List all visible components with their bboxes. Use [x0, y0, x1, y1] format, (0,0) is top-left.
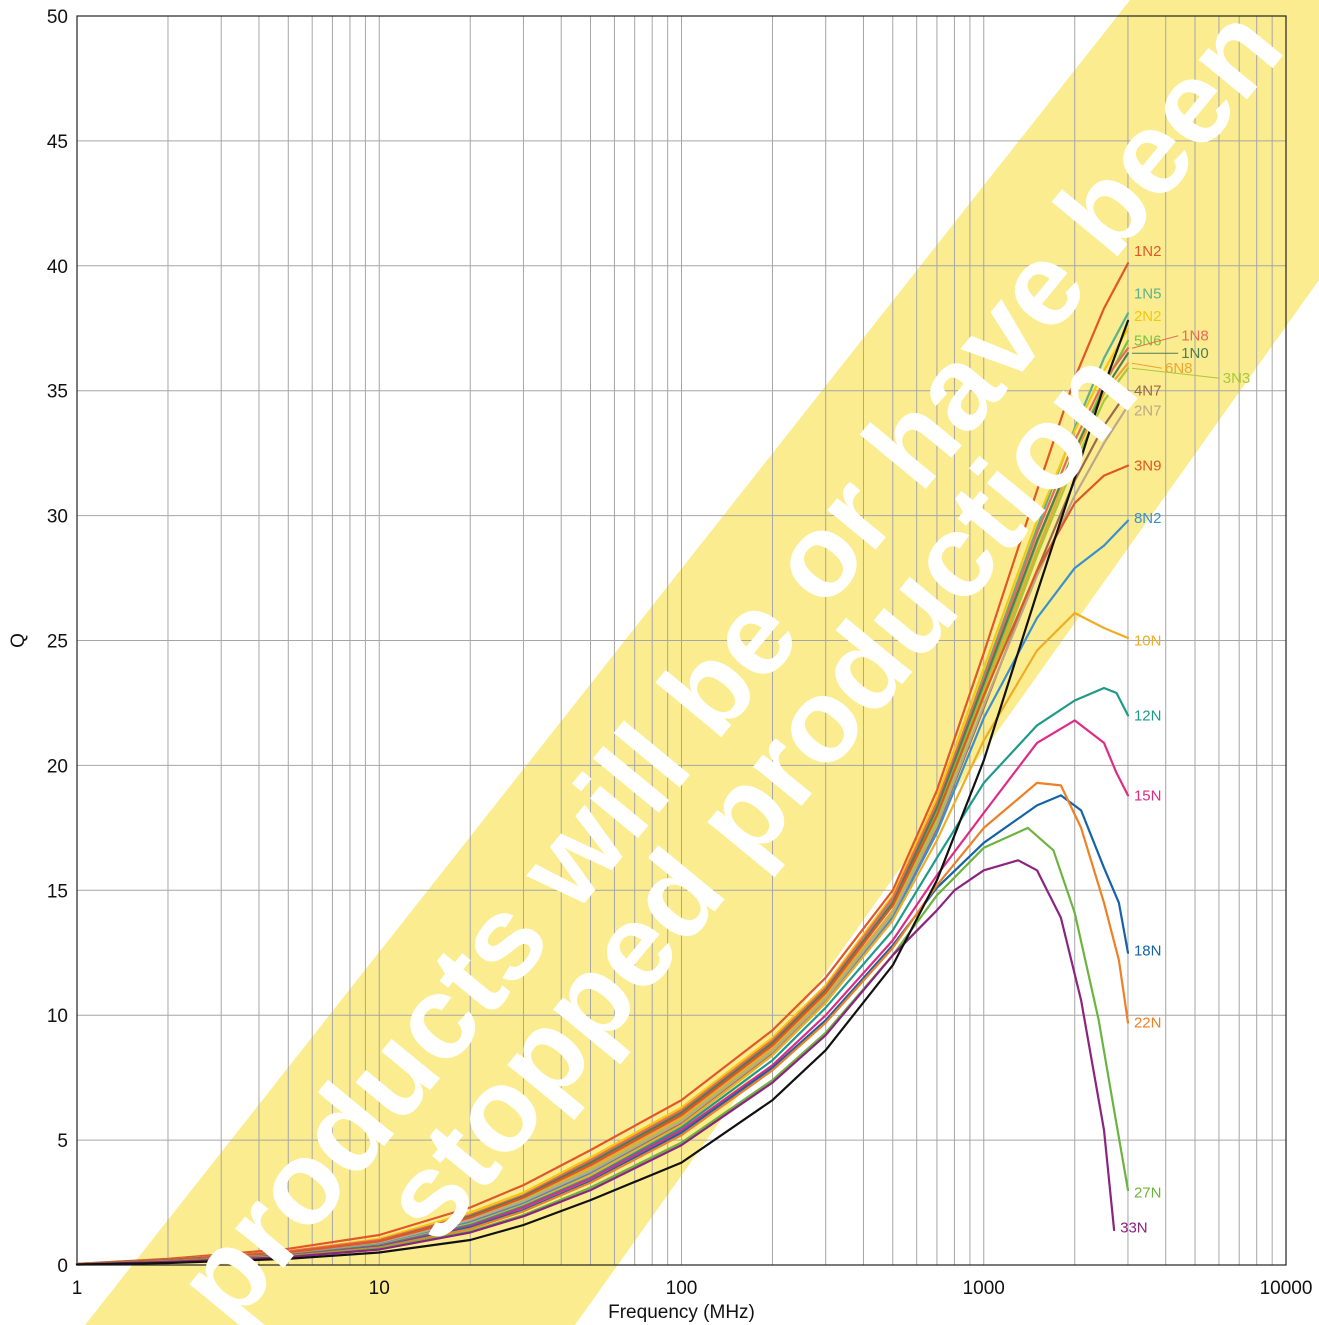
plot-frame: [76, 15, 1287, 1266]
label-2n7: 2N7: [1134, 403, 1162, 420]
y-tick-label: 15: [47, 881, 68, 902]
x-tick-label: 10: [369, 1278, 390, 1299]
x-tick-label: 10000: [1260, 1278, 1313, 1299]
label-1n2: 1N2: [1134, 243, 1162, 260]
label-18n: 18N: [1134, 942, 1162, 959]
series-group: [75, 262, 1130, 1266]
label-33n: 33N: [1120, 1220, 1148, 1237]
series-line-3n9: [75, 464, 1130, 1265]
y-tick-label: 40: [47, 257, 68, 278]
watermark-line-2: stopped production: [356, 325, 1162, 1264]
label-leader-6n8: [1131, 362, 1163, 369]
x-axis-title: Frequency (MHz): [608, 1302, 755, 1323]
y-tick-label: 25: [47, 632, 68, 653]
series-line-unlabeled: [75, 319, 1130, 1266]
y-tick-label: 5: [57, 1131, 68, 1152]
y-tick-label: 0: [57, 1256, 68, 1277]
axis-ticks: 1 10 100 1000 10000 0 5 10 15 20 25 30 35 40 45 50: [47, 7, 1313, 1299]
y-tick-label: 10: [47, 1006, 68, 1027]
label-leader-1n8: [1131, 335, 1179, 349]
label-3n3: 3N3: [1223, 370, 1251, 387]
label-8n2: 8N2: [1134, 510, 1162, 527]
label-10n: 10N: [1134, 633, 1162, 650]
x-tick-label: 1: [72, 1278, 83, 1299]
y-tick-label: 35: [47, 382, 68, 403]
watermark-band: [85, 0, 1319, 1325]
y-tick-label: 50: [47, 7, 68, 28]
series-line-1n2: [75, 262, 1130, 1265]
watermark-line-1: products will be or have been: [151, 0, 1308, 1325]
x-tick-label: 100: [666, 1278, 698, 1299]
label-15n: 15N: [1134, 787, 1162, 804]
y-tick-label: 20: [47, 756, 68, 777]
series-line-33n: [75, 859, 1116, 1266]
label-12n: 12N: [1134, 707, 1162, 724]
y-axis-title: Q: [8, 633, 29, 648]
label-3n9: 3N9: [1134, 458, 1162, 475]
watermark-band-shape: [85, 0, 1319, 1325]
label-leader-3n3: [1131, 367, 1220, 379]
y-tick-label: 45: [47, 132, 68, 153]
label-1n5: 1N5: [1134, 285, 1162, 302]
label-1n0: 1N0: [1181, 345, 1209, 362]
label-4n7: 4N7: [1134, 383, 1162, 400]
x-tick-label: 1000: [963, 1278, 1005, 1299]
label-27n: 27N: [1134, 1185, 1162, 1202]
label-1n8: 1N8: [1181, 328, 1209, 345]
label-2n2: 2N2: [1134, 308, 1162, 325]
y-tick-label: 30: [47, 507, 68, 528]
label-22n: 22N: [1134, 1015, 1162, 1032]
series-line-1n8: [75, 347, 1130, 1265]
